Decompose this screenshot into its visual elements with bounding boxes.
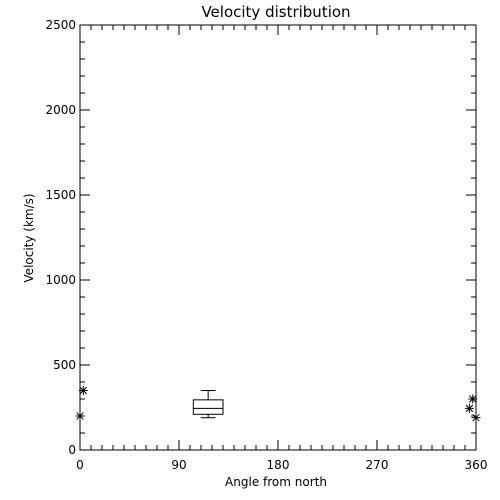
y-tick-label: 0 bbox=[68, 443, 76, 457]
x-tick-label: 180 bbox=[267, 458, 290, 472]
asterisk-point bbox=[464, 403, 474, 413]
y-tick-label: 500 bbox=[53, 358, 76, 372]
axis-ticks: 0 90 180 270 360 0 500 1000 1500 2000 2500 bbox=[45, 18, 487, 472]
x-tick-label: 360 bbox=[465, 458, 488, 472]
asterisk-point bbox=[78, 386, 88, 395]
x-tick-label: 270 bbox=[366, 458, 389, 472]
asterisk-point bbox=[75, 411, 85, 421]
y-tick-label: 1000 bbox=[45, 273, 76, 287]
asterisk-stroke bbox=[472, 413, 480, 422]
y-axis-label: Velocity (km/s) bbox=[22, 193, 36, 282]
y-tick-label: 2500 bbox=[45, 18, 76, 32]
asterisk-point bbox=[468, 394, 478, 404]
x-tick-label: 90 bbox=[171, 458, 186, 472]
asterisk-stroke bbox=[76, 412, 84, 420]
plot-frame bbox=[79, 24, 477, 451]
asterisk-point bbox=[471, 413, 481, 423]
x-axis-label: Angle from north bbox=[225, 475, 327, 489]
y-tick-label: 2000 bbox=[45, 103, 76, 117]
asterisk-stroke bbox=[468, 395, 477, 403]
x-tick-label: 0 bbox=[76, 458, 84, 472]
box-iqr bbox=[192, 399, 224, 415]
y-tick-label: 1500 bbox=[45, 188, 76, 202]
chart-title: Velocity distribution bbox=[201, 3, 350, 21]
data-layer bbox=[75, 386, 481, 423]
asterisk-stroke bbox=[465, 404, 474, 413]
asterisk-stroke bbox=[79, 386, 88, 395]
